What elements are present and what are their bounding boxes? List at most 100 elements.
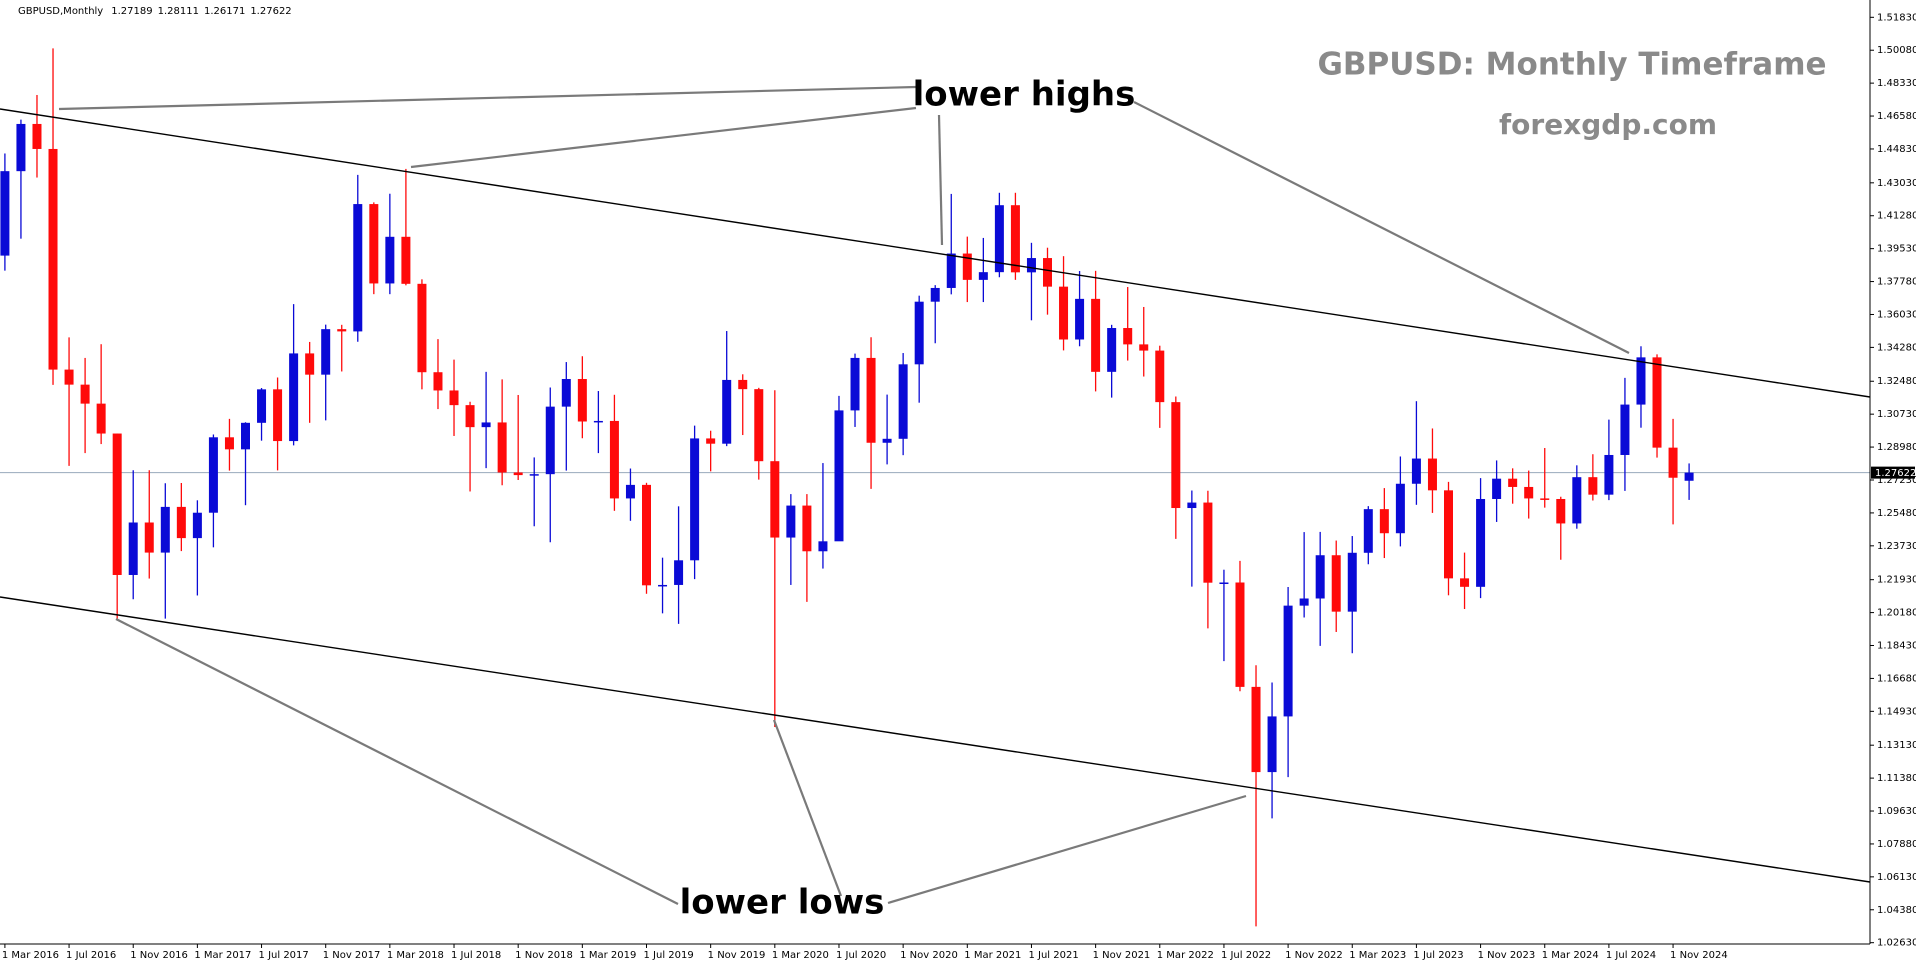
chart-title: GBPUSD: Monthly Timeframe	[1317, 47, 1826, 83]
candle-body	[321, 329, 331, 375]
candle-body	[128, 522, 138, 575]
y-tick-label: 1.06130	[1877, 872, 1916, 883]
x-tick-label: 1 Jul 2019	[644, 950, 694, 961]
candle-body	[609, 420, 619, 499]
candle-body	[433, 372, 443, 391]
candle-body	[1123, 328, 1133, 345]
open-value: 1.27189	[111, 6, 152, 17]
y-tick-label: 1.25480	[1877, 508, 1916, 519]
candle-body	[224, 437, 234, 450]
candle-body	[898, 364, 908, 439]
pointer-line	[1133, 101, 1630, 354]
candle-body	[1395, 483, 1405, 534]
y-tick-label: 1.04380	[1877, 905, 1916, 916]
x-tick-label: 1 Nov 2019	[708, 950, 766, 961]
x-tick-label: 1 Mar 2019	[579, 950, 636, 961]
y-tick-label: 1.36030	[1877, 309, 1916, 320]
upper-channel-line	[0, 108, 1871, 398]
candle-body	[866, 357, 876, 443]
candle-body	[1026, 258, 1036, 273]
candle-body	[1091, 298, 1101, 372]
candle-body	[1572, 477, 1582, 524]
candle-body	[96, 403, 106, 434]
candle-body	[1476, 498, 1486, 587]
y-tick-label: 1.14930	[1877, 706, 1916, 717]
candle-body	[1524, 486, 1534, 499]
candle-body	[513, 472, 523, 476]
candle-body	[545, 406, 555, 475]
candle-body	[561, 378, 571, 407]
close-value: 1.27622	[250, 6, 291, 17]
candle-body	[850, 357, 860, 411]
y-tick-label: 1.43030	[1877, 178, 1916, 189]
x-tick-label: 1 Mar 2016	[2, 950, 59, 961]
y-tick-label: 1.37780	[1877, 277, 1916, 288]
x-tick-label: 1 Jul 2024	[1606, 950, 1656, 961]
x-tick-label: 1 Mar 2017	[194, 950, 251, 961]
candle-body	[1620, 404, 1630, 455]
y-tick-label: 1.16680	[1877, 673, 1916, 684]
x-tick-label: 1 Jul 2018	[451, 950, 501, 961]
candle-body	[994, 205, 1004, 273]
candle-body	[144, 522, 154, 553]
y-tick-label: 1.50080	[1877, 45, 1916, 56]
x-tick-label: 1 Mar 2020	[772, 950, 829, 961]
candle-body	[786, 505, 796, 538]
candle-body	[273, 389, 283, 442]
candle-body	[1411, 458, 1421, 484]
candle-body	[1379, 509, 1389, 534]
high-value: 1.28111	[158, 6, 199, 17]
y-tick-label: 1.21930	[1877, 575, 1916, 586]
candle-body	[1203, 502, 1213, 583]
y-tick-label: 1.23730	[1877, 541, 1916, 552]
candle-body	[914, 301, 924, 365]
y-tick-label: 1.27230	[1877, 475, 1916, 486]
candle-body	[1059, 286, 1069, 340]
y-tick-label: 1.13130	[1877, 740, 1916, 751]
candle-body	[0, 171, 10, 256]
candle-body	[465, 405, 475, 428]
y-tick-label: 1.11380	[1877, 773, 1916, 784]
candle-body	[1604, 454, 1614, 495]
y-tick-label: 1.20180	[1877, 608, 1916, 619]
x-tick-label: 1 Mar 2023	[1349, 950, 1406, 961]
chart-subtitle: forexgdp.com	[1499, 108, 1717, 141]
candle-body	[674, 560, 684, 585]
candle-body	[1010, 205, 1020, 273]
x-tick-label: 1 Mar 2024	[1542, 950, 1599, 961]
price-label-box	[1871, 466, 1915, 479]
x-tick-label: 1 Nov 2020	[900, 950, 958, 961]
y-tick-label: 1.18430	[1877, 641, 1916, 652]
pointer-line	[58, 85, 917, 111]
candle-body	[1219, 582, 1229, 585]
candle-body	[930, 287, 940, 302]
low-value: 1.26171	[204, 6, 245, 17]
candle-body	[1684, 472, 1694, 481]
candle-body	[80, 384, 90, 404]
x-tick-label: 1 Mar 2022	[1157, 950, 1214, 961]
candle-body	[834, 410, 844, 542]
candle-body	[176, 506, 186, 539]
candle-body	[401, 236, 411, 284]
y-tick-label: 1.09630	[1877, 806, 1916, 817]
pointer-line	[937, 114, 944, 246]
candle-body	[1171, 402, 1181, 509]
candle-body	[1187, 502, 1197, 509]
x-tick-label: 1 Nov 2018	[515, 950, 573, 961]
y-tick-label: 1.34280	[1877, 342, 1916, 353]
candle-body	[1540, 498, 1550, 500]
candle-body	[241, 422, 250, 450]
lower-channel-line	[0, 596, 1871, 883]
candle-body	[946, 253, 956, 288]
candle-body	[1668, 447, 1678, 478]
candle-body	[962, 253, 972, 280]
candle-body	[369, 204, 379, 284]
y-tick-label: 1.30730	[1877, 409, 1916, 420]
candle-body	[1043, 258, 1052, 287]
symbol-header: GBPUSD,Monthly 1.27189 1.28111 1.26171 1.276…	[18, 6, 292, 17]
candle-body	[481, 422, 491, 428]
price-label: 1.27622	[1875, 468, 1916, 479]
x-tick-label: 1 Nov 2021	[1093, 950, 1151, 961]
